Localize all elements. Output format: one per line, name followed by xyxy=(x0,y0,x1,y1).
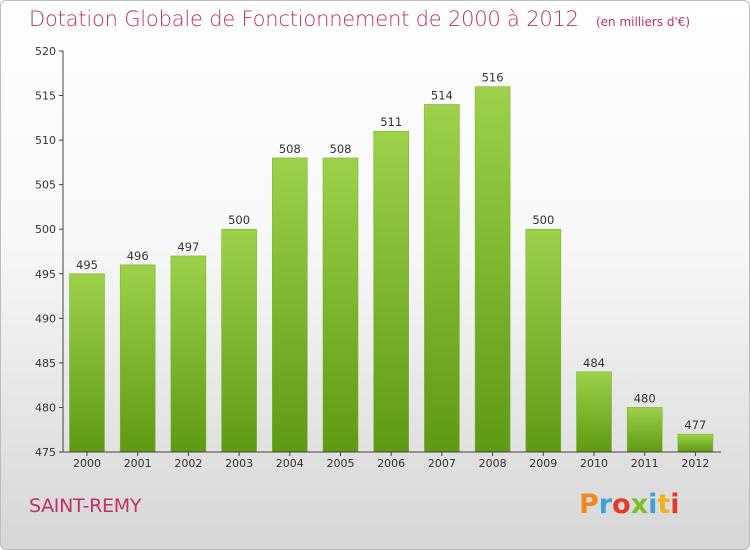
bars: 495 496 497 500 508 508 511 514 516 500 484 480 477 xyxy=(69,71,714,453)
bar-value-label: 508 xyxy=(330,142,352,156)
logo-letter: i xyxy=(648,489,658,520)
y-tick-label: 520 xyxy=(35,45,56,58)
bar xyxy=(525,228,562,453)
x-tick-label: 2011 xyxy=(631,457,659,470)
bar-value-label: 477 xyxy=(684,418,706,432)
logo-letter: i xyxy=(670,489,680,520)
logo-letter: x xyxy=(630,489,649,520)
y-tick-label: 510 xyxy=(35,134,56,147)
bar-value-label: 511 xyxy=(380,115,402,129)
y-tick-label: 490 xyxy=(35,312,56,325)
y-tick-label: 505 xyxy=(35,179,56,192)
y-axis: 475 480 485 490 495 500 505 510 515 520 xyxy=(35,45,64,459)
logo-letter: P xyxy=(579,489,599,520)
logo-letter: o xyxy=(612,489,631,520)
chart-title: Dotation Globale de Fonctionnement de 20… xyxy=(29,7,579,31)
bar-chart: 475 480 485 490 495 500 505 510 515 520 495 496 497… xyxy=(35,45,721,470)
title-row: Dotation Globale de Fonctionnement de 20… xyxy=(29,7,690,31)
bar xyxy=(424,104,460,453)
bar xyxy=(626,407,663,453)
bar xyxy=(677,433,714,453)
y-tick-label: 475 xyxy=(35,446,56,459)
x-tick-label: 2005 xyxy=(327,457,355,470)
bar xyxy=(271,157,308,453)
commune-name: SAINT-REMY xyxy=(29,495,142,517)
x-axis: 2000 2001 2002 2003 2004 2005 2006 2007 2008 2009… xyxy=(63,451,721,470)
bar-value-label: 480 xyxy=(634,391,656,405)
x-tick-label: 2001 xyxy=(124,457,152,470)
y-tick-label: 500 xyxy=(35,223,56,236)
bar-value-label: 500 xyxy=(228,213,250,227)
y-tick-label: 495 xyxy=(35,268,56,281)
x-tick-label: 2000 xyxy=(73,457,101,470)
bar xyxy=(373,130,410,453)
logo-letter: t xyxy=(657,489,671,520)
bar xyxy=(221,228,257,453)
x-tick-label: 2008 xyxy=(479,457,507,470)
x-tick-label: 2012 xyxy=(681,457,709,470)
bar-value-label: 500 xyxy=(532,213,554,227)
bar-value-label: 484 xyxy=(583,356,605,370)
x-tick-label: 2002 xyxy=(174,457,202,470)
bar-value-label: 514 xyxy=(431,88,453,102)
y-tick-label: 515 xyxy=(35,90,56,103)
bar-value-label: 495 xyxy=(76,258,98,272)
x-tick-label: 2003 xyxy=(225,457,253,470)
y-tick-label: 480 xyxy=(35,401,56,414)
bar xyxy=(474,86,511,453)
bar-value-label: 496 xyxy=(127,249,149,263)
x-tick-label: 2004 xyxy=(276,457,304,470)
bar xyxy=(576,371,612,453)
chart-unit-note: (en milliers d'€) xyxy=(595,15,691,29)
bar xyxy=(170,255,207,453)
x-tick-label: 2007 xyxy=(428,457,456,470)
x-tick-label: 2010 xyxy=(580,457,608,470)
bar xyxy=(322,157,359,453)
bar-value-label: 516 xyxy=(482,71,504,85)
bar xyxy=(119,264,156,453)
bar-value-label: 497 xyxy=(177,240,199,254)
proxiti-logo: Proxiti xyxy=(579,489,680,520)
x-tick-label: 2006 xyxy=(377,457,405,470)
logo-letter: r xyxy=(598,489,613,520)
bar-value-label: 508 xyxy=(279,142,301,156)
y-tick-label: 485 xyxy=(35,357,56,370)
bar xyxy=(69,273,105,453)
x-tick-label: 2009 xyxy=(529,457,557,470)
